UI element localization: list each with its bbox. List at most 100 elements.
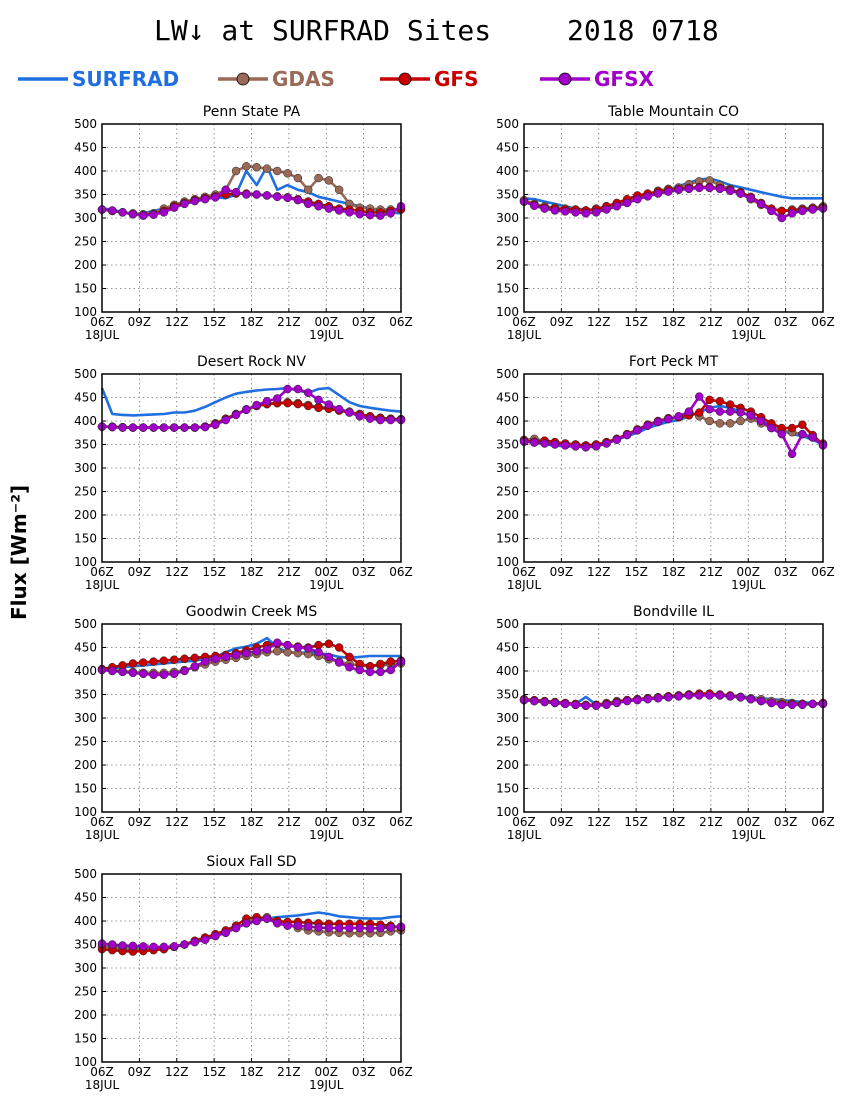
data-point <box>293 195 303 205</box>
y-tick-label: 250 <box>496 485 519 499</box>
series-line-gfsx <box>101 387 401 429</box>
x-tick-label: 00Z <box>315 565 339 579</box>
data-point <box>695 691 704 700</box>
data-point <box>334 206 344 215</box>
data-point <box>550 440 560 449</box>
x-tick-label: 06Z <box>389 815 413 829</box>
data-point <box>643 192 652 201</box>
date-label: 19JUL <box>309 578 344 592</box>
x-tick-label: 15Z <box>624 815 648 829</box>
data-point <box>365 210 375 220</box>
y-tick-label: 500 <box>74 367 97 381</box>
data-point <box>725 186 735 195</box>
data-point <box>386 923 395 932</box>
panel-penn-state-pa: Penn State PA 100 150 200 250 300 350 400 450 500… <box>74 104 413 342</box>
series-gfsx <box>519 183 828 223</box>
x-tick-label: 12Z <box>165 1065 189 1079</box>
data-point <box>283 398 292 408</box>
data-point <box>128 941 138 951</box>
y-tick-label: 300 <box>74 711 97 725</box>
data-point <box>355 923 365 933</box>
data-point <box>695 408 704 417</box>
series-gfsx <box>97 185 406 220</box>
data-point <box>242 648 251 658</box>
legend-marker <box>236 72 250 86</box>
plot-frame <box>101 123 402 313</box>
date-label: 18JUL <box>85 1078 120 1092</box>
date-label: 19JUL <box>309 828 344 842</box>
data-point <box>746 411 756 420</box>
date-label: 18JUL <box>85 328 120 342</box>
x-tick-label: 06Z <box>90 1065 114 1079</box>
data-point <box>808 699 817 709</box>
data-point <box>581 701 591 711</box>
data-point <box>715 407 725 416</box>
legend-marker <box>398 72 412 86</box>
data-point <box>273 192 282 202</box>
legend-label: GFS <box>434 67 478 91</box>
chart-title: LW↓ at SURFRAD Sites <box>154 14 491 47</box>
x-tick-label: 06Z <box>811 815 835 829</box>
data-point <box>808 433 817 442</box>
data-point <box>200 194 210 204</box>
y-tick-label: 500 <box>74 867 97 881</box>
data-point <box>190 937 200 947</box>
y-tick-label: 150 <box>74 782 97 796</box>
data-point <box>643 694 652 704</box>
y-tick-label: 100 <box>74 305 97 319</box>
data-point <box>746 694 756 704</box>
data-point <box>365 924 375 933</box>
data-point <box>725 400 735 409</box>
data-point <box>149 423 158 432</box>
data-point <box>180 654 189 664</box>
y-tick-label: 300 <box>74 461 97 475</box>
panel-table-mountain-co: Table Mountain CO 100 150 200 250 300 350 400 45… <box>496 104 835 342</box>
data-point <box>633 695 642 705</box>
data-point <box>273 394 282 403</box>
x-tick-label: 21Z <box>699 565 723 579</box>
x-tick-label: 06Z <box>90 815 114 829</box>
date-label: 18JUL <box>507 578 542 592</box>
data-point <box>798 429 807 439</box>
legend-label: SURFRAD <box>72 67 179 91</box>
data-point <box>273 647 282 656</box>
data-point <box>334 643 344 652</box>
series-gfsx <box>97 914 406 952</box>
data-point <box>787 209 797 218</box>
data-point <box>180 666 189 676</box>
data-point <box>767 206 776 216</box>
y-axis-label: Flux [Wm⁻²] <box>7 485 31 620</box>
x-tick-label: 06Z <box>811 315 835 329</box>
x-tick-label: 15Z <box>202 815 226 829</box>
date-label: 18JUL <box>85 578 120 592</box>
y-tick-label: 400 <box>74 164 97 178</box>
date-label: 19JUL <box>309 1078 344 1092</box>
y-tick-label: 250 <box>74 735 97 749</box>
data-point <box>705 395 714 405</box>
data-point <box>293 173 303 183</box>
y-tick-label: 350 <box>496 688 519 702</box>
x-tick-label: 03Z <box>352 565 376 579</box>
y-tick-label: 100 <box>496 305 519 319</box>
data-point <box>530 438 539 447</box>
data-point <box>571 208 580 217</box>
x-tick-label: 15Z <box>624 565 648 579</box>
data-point <box>777 213 787 223</box>
data-point <box>386 415 395 425</box>
data-point <box>221 928 230 937</box>
data-point <box>169 655 179 664</box>
data-point <box>705 405 714 414</box>
plot-frame <box>101 873 402 1063</box>
data-point <box>365 667 375 677</box>
data-point <box>684 691 694 700</box>
data-point <box>386 209 395 218</box>
data-point <box>283 169 292 178</box>
data-point <box>355 209 365 219</box>
data-point <box>252 647 261 656</box>
data-point <box>725 692 735 701</box>
y-tick-label: 200 <box>74 258 97 272</box>
x-tick-label: 00Z <box>737 565 761 579</box>
data-point <box>169 203 179 212</box>
data-point <box>190 196 200 206</box>
